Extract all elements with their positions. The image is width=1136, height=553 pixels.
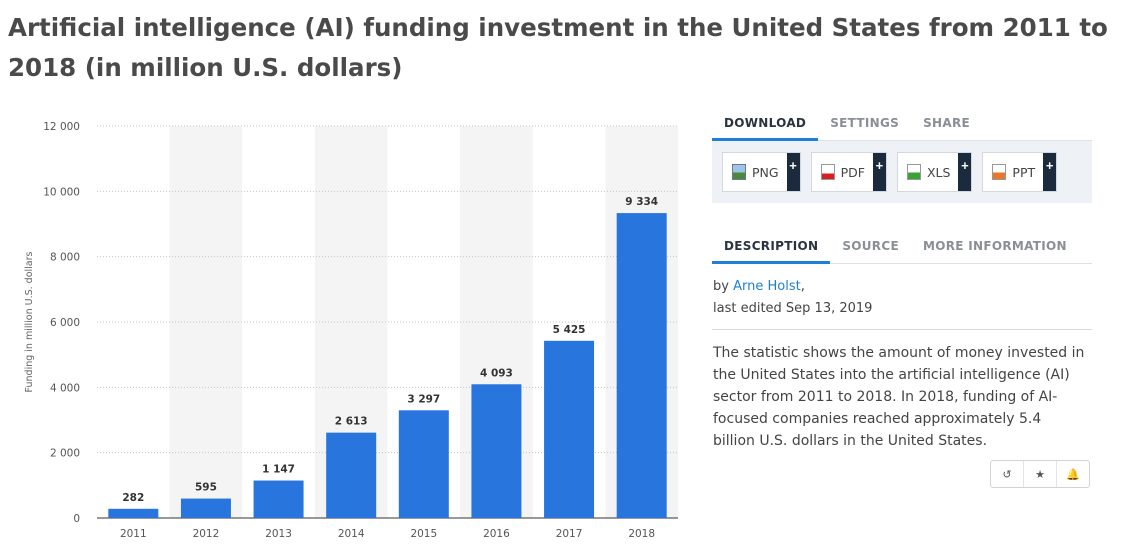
xls-file-icon (906, 164, 921, 180)
value-label-2013: 1 147 (262, 464, 295, 476)
side-panel: DOWNLOAD SETTINGS SHARE PNG + PDF + XLS … (712, 108, 1092, 488)
ppt-label: PPT (1012, 164, 1036, 180)
y-tick-label-2000: 2 000 (50, 448, 80, 460)
tab-source[interactable]: SOURCE (842, 239, 899, 253)
png-file-icon (732, 164, 746, 180)
download-ppt-button[interactable]: PPT + (982, 152, 1058, 192)
xls-label: XLS (926, 164, 951, 180)
y-tick-label-0: 0 (73, 513, 80, 525)
bar-2015 (398, 410, 449, 518)
ppt-file-icon (992, 164, 1007, 180)
action-buttons: ↺ ★ 🔔 (990, 460, 1090, 488)
bar-2011 (108, 508, 159, 518)
bar-2016 (471, 384, 522, 518)
bar-2014 (326, 432, 377, 518)
value-label-2017: 5 425 (553, 324, 586, 336)
star-icon[interactable]: ★ (1023, 461, 1056, 487)
value-label-2018: 9 334 (625, 196, 658, 208)
download-bar: PNG + PDF + XLS + PPT + (712, 141, 1092, 203)
bell-icon[interactable]: 🔔 (1056, 461, 1089, 487)
y-tick-label-12000: 12 000 (43, 121, 80, 133)
y-tick-label-8000: 8 000 (50, 252, 80, 264)
download-tabs: DOWNLOAD SETTINGS SHARE (712, 108, 1092, 141)
byline-prefix: by (713, 279, 729, 294)
pdf-label: PDF (840, 164, 865, 180)
history-icon[interactable]: ↺ (1002, 468, 1012, 481)
bar-2013 (253, 480, 304, 518)
download-png-button[interactable]: PNG + (722, 152, 801, 192)
tab-settings[interactable]: SETTINGS (830, 116, 900, 130)
x-tick-label-2015: 2015 (410, 528, 437, 540)
x-tick-label-2018: 2018 (628, 528, 655, 540)
value-label-2016: 4 093 (480, 367, 513, 379)
x-tick-label-2012: 2012 (193, 528, 220, 540)
y-axis-title: Funding in million U.S. dollars (24, 251, 35, 392)
value-label-2012: 595 (195, 482, 217, 494)
download-pdf-button[interactable]: PDF + (810, 152, 887, 192)
tab-download[interactable]: DOWNLOAD (712, 108, 819, 141)
x-tick-label-2014: 2014 (338, 528, 365, 540)
value-label-2015: 3 297 (407, 393, 440, 405)
bar-2017 (544, 340, 595, 518)
png-label: PNG (752, 164, 779, 180)
y-tick-label-10000: 10 000 (43, 186, 80, 198)
x-tick-label-2011: 2011 (120, 528, 147, 540)
value-label-2014: 2 613 (335, 416, 368, 428)
download-xls-button[interactable]: XLS + (896, 152, 973, 192)
ppt-plus-icon[interactable]: + (1043, 153, 1057, 191)
x-tick-label-2017: 2017 (556, 528, 583, 540)
png-plus-icon[interactable]: + (786, 153, 800, 191)
x-tick-label-2016: 2016 (483, 528, 510, 540)
byline: by Arne Holst, last edited Sep 13, 2019 (712, 264, 1092, 320)
x-tick-label-2013: 2013 (265, 528, 292, 540)
pdf-file-icon (820, 164, 835, 180)
divider (712, 329, 1092, 330)
author-link[interactable]: Arne Holst (733, 279, 801, 294)
bar-chart: 0 2 000 4 000 6 000 8 000 10 000 12 000 Funding… (24, 121, 678, 540)
info-tabs: DESCRIPTION SOURCE MORE INFORMATION (712, 231, 1092, 264)
description-text: The statistic shows the amount of money … (713, 345, 1085, 449)
byline-suffix: , (800, 279, 805, 294)
tab-share[interactable]: SHARE (923, 116, 970, 130)
tab-more-information[interactable]: MORE INFORMATION (922, 239, 1067, 253)
page-title: Artificial intelligence (AI) funding inv… (8, 13, 1108, 82)
bar-2018 (616, 213, 667, 518)
y-tick-label-6000: 6 000 (50, 317, 80, 329)
xls-plus-icon[interactable]: + (958, 153, 972, 191)
y-tick-label-4000: 4 000 (50, 382, 80, 394)
last-edited: last edited Sep 13, 2019 (713, 301, 873, 316)
bar-2012 (180, 498, 231, 518)
tab-description[interactable]: DESCRIPTION (712, 231, 831, 264)
value-label-2011: 282 (122, 492, 144, 504)
pdf-plus-icon[interactable]: + (872, 153, 886, 191)
